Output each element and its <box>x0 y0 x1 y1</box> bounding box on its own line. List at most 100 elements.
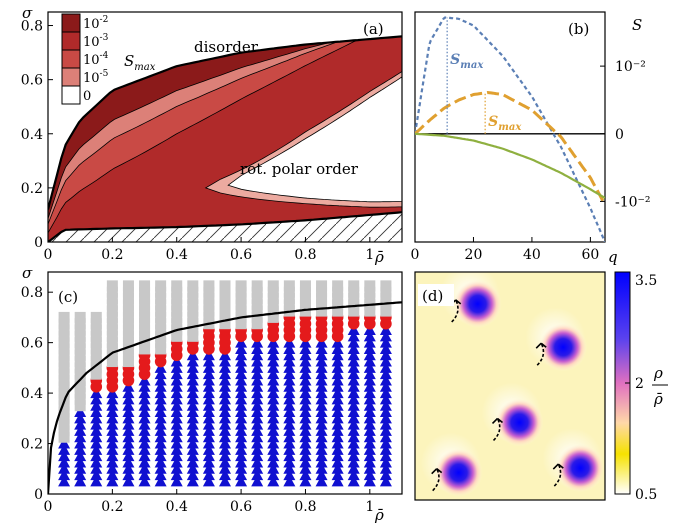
c-marker-square <box>122 324 134 336</box>
c-marker-triangle <box>379 418 392 430</box>
c-marker-triangle <box>251 349 264 361</box>
c-marker-triangle <box>219 368 231 380</box>
c-marker-triangle <box>347 393 360 405</box>
c-marker-square <box>58 330 70 342</box>
region-label-disorder: disorder <box>194 38 259 56</box>
c-marker-triangle <box>74 450 87 462</box>
c-marker-triangle <box>90 443 103 455</box>
c-marker-triangle <box>106 437 119 449</box>
c-ytick-label: 0.4 <box>21 386 43 402</box>
c-marker-triangle <box>267 349 280 361</box>
c-marker-triangle <box>363 380 376 392</box>
c-marker-triangle <box>235 412 248 424</box>
c-marker-triangle <box>363 406 376 418</box>
c-marker-triangle <box>106 456 119 468</box>
c-marker-square <box>348 292 360 304</box>
c-marker-square <box>171 318 183 330</box>
c-marker-triangle <box>106 387 119 399</box>
b-series-line-0 <box>415 16 605 242</box>
c-marker-triangle <box>331 355 344 367</box>
c-marker-triangle <box>299 412 312 424</box>
c-marker-triangle <box>90 462 103 474</box>
c-marker-square <box>267 305 279 317</box>
c-marker-triangle <box>219 393 231 405</box>
c-marker-square <box>74 324 86 336</box>
c-marker-triangle <box>299 393 312 405</box>
c-marker-triangle <box>202 406 215 418</box>
c-marker-triangle <box>283 437 296 449</box>
c-marker-triangle <box>315 475 328 487</box>
c-marker-square <box>122 356 134 368</box>
panel-c-ylabel: σ <box>22 264 33 282</box>
c-marker-triangle <box>235 431 248 443</box>
c-marker-triangle <box>299 368 312 380</box>
c-marker-triangle <box>363 469 376 481</box>
c-marker-triangle <box>379 336 392 348</box>
c-marker-triangle <box>283 431 296 443</box>
c-marker-triangle <box>363 393 376 405</box>
b-series-line-2 <box>415 132 605 199</box>
c-marker-triangle <box>219 355 231 367</box>
c-marker-triangle <box>363 342 376 354</box>
c-marker-triangle <box>251 399 264 411</box>
c-marker-triangle <box>219 431 231 443</box>
c-marker-triangle <box>74 412 87 424</box>
c-marker-triangle <box>122 443 135 455</box>
c-marker-triangle <box>251 368 264 380</box>
b-series-line-1 <box>415 90 605 206</box>
c-marker-square <box>155 337 167 349</box>
c-marker-triangle <box>235 475 248 487</box>
c-marker-triangle <box>331 418 344 430</box>
c-marker-triangle <box>106 406 119 418</box>
c-marker-square <box>122 349 134 361</box>
c-marker-triangle <box>315 374 328 386</box>
legend-entry-label: 10-4 <box>83 51 109 68</box>
c-marker-triangle <box>379 443 392 455</box>
c-ytick-label: 0.2 <box>21 437 43 453</box>
c-marker-triangle <box>379 387 392 399</box>
panel-b-ticks: 0 20 40 60 10⁻² 0 -10⁻² <box>411 59 651 263</box>
c-marker-triangle <box>331 443 344 455</box>
c-marker-triangle <box>219 406 231 418</box>
c-marker-triangle <box>186 424 199 436</box>
c-marker-triangle <box>363 424 376 436</box>
c-marker-triangle <box>267 475 280 487</box>
c-marker-triangle <box>315 469 328 481</box>
panel-b-xlabel: q <box>608 248 618 266</box>
c-marker-triangle <box>74 424 87 436</box>
c-marker-triangle <box>202 469 215 481</box>
c-marker-triangle <box>363 475 376 487</box>
c-marker-square <box>348 280 360 292</box>
c-marker-triangle <box>267 424 280 436</box>
c-marker-triangle <box>138 456 151 468</box>
c-marker-triangle <box>379 412 392 424</box>
c-marker-square <box>155 305 167 317</box>
c-marker-triangle <box>347 462 360 474</box>
c-marker-triangle <box>122 437 135 449</box>
c-marker-square <box>219 286 231 298</box>
c-marker-triangle <box>315 412 328 424</box>
c-marker-square <box>90 330 102 342</box>
c-marker-triangle <box>299 469 312 481</box>
c-marker-triangle <box>379 424 392 436</box>
panel-b-label: (b) <box>568 20 589 38</box>
c-marker-square <box>155 299 167 311</box>
c-marker-triangle <box>331 393 344 405</box>
c-marker-triangle <box>74 475 87 487</box>
c-marker-triangle <box>363 349 376 361</box>
c-marker-triangle <box>251 450 264 462</box>
c-marker-square <box>58 368 70 380</box>
a-ytick-label: 0.2 <box>21 181 43 197</box>
c-marker-triangle <box>331 349 344 361</box>
c-marker-triangle <box>170 418 183 430</box>
c-marker-square <box>74 393 86 405</box>
c-marker-square <box>122 337 134 349</box>
c-marker-triangle <box>347 330 360 342</box>
c-marker-triangle <box>267 418 280 430</box>
c-marker-triangle <box>235 342 248 354</box>
c-marker-square <box>380 286 392 298</box>
c-marker-square <box>332 299 344 311</box>
c-marker-square <box>58 362 70 374</box>
c-marker-square <box>139 311 151 323</box>
